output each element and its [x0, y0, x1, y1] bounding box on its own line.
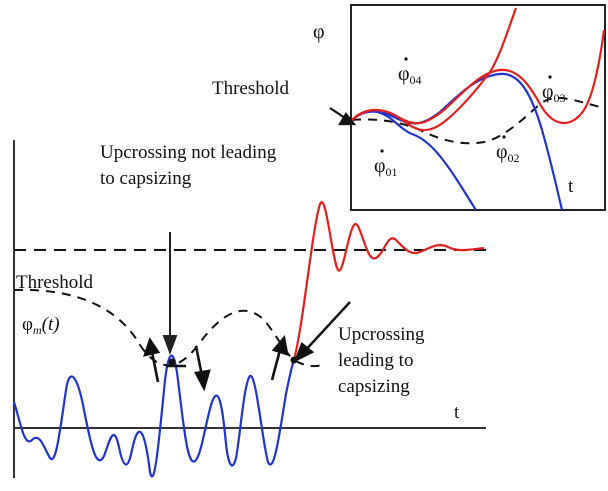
roll-response-curve-blue [12, 354, 296, 478]
label-phi03: φ03 [542, 75, 566, 105]
label-phi-m: φm(t) [22, 314, 60, 337]
label-phi01: φ01 [374, 149, 398, 179]
threshold-curve [13, 288, 327, 368]
crossing-arrows-left [143, 337, 211, 392]
inset-threshold-arrow [329, 107, 357, 126]
inset-box [350, 4, 606, 211]
crossing-arrows-right [270, 335, 289, 381]
inset-threshold-curve [351, 96, 605, 145]
svg-text:φ02: φ02 [496, 141, 520, 165]
label-upcrossing-leading-line1: Upcrossing [338, 324, 425, 345]
label-upcrossing-not-line2: to capsizing [100, 168, 192, 189]
inset-curve-phi04 [351, 7, 518, 132]
label-phi02: φ02 [496, 135, 520, 165]
label-t-main: t [454, 402, 460, 423]
label-inset-phi: φ [313, 21, 325, 43]
svg-text:φ04: φ04 [398, 63, 422, 87]
label-inset-threshold: Threshold [212, 78, 290, 99]
svg-text:φ03: φ03 [542, 81, 566, 105]
label-threshold-main: Threshold [16, 272, 94, 293]
label-t-inset: t [568, 176, 574, 197]
label-upcrossing-not-line1: Upcrossing not leading [100, 142, 277, 163]
capsize-response-curve-red [292, 201, 485, 361]
label-upcrossing-leading-line3: capsizing [338, 376, 410, 397]
upcrossing-point-not-capsizing [168, 358, 176, 366]
arrow-pointer-not-capsizing [162, 232, 178, 355]
inset-curve-phi02 [351, 72, 564, 211]
label-upcrossing-leading-line2: leading to [338, 350, 413, 371]
label-phi04: φ04 [398, 57, 422, 87]
svg-text:φ01: φ01 [374, 155, 398, 179]
arrow-pointer-capsizing [293, 301, 351, 363]
